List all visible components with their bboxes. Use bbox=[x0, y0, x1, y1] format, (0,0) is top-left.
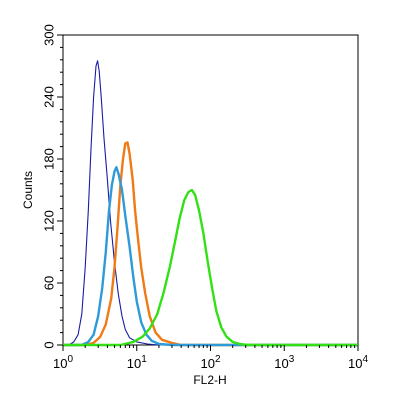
series-line-1 bbox=[63, 60, 358, 346]
y-tick-label: 180 bbox=[41, 148, 56, 170]
y-tick-label: 120 bbox=[41, 210, 56, 232]
y-axis-ticks: 0 60 120 180 240 300 bbox=[41, 24, 63, 349]
x-tick-label: 103 bbox=[274, 354, 294, 371]
x-tick-label: 101 bbox=[127, 354, 147, 371]
y-tick-label: 0 bbox=[41, 341, 56, 348]
y-axis-title: Counts bbox=[21, 171, 35, 209]
series-line-4 bbox=[63, 188, 358, 347]
x-tick-label: 102 bbox=[200, 354, 220, 371]
series-group bbox=[63, 60, 358, 347]
x-axis-title: FL2-H bbox=[193, 373, 226, 387]
series-line-3 bbox=[63, 166, 358, 347]
x-axis-ticks: 100 101 102 103 104 bbox=[53, 345, 368, 371]
y-tick-label: 60 bbox=[41, 276, 56, 290]
plot-area bbox=[62, 34, 359, 346]
series-line-2 bbox=[63, 141, 358, 347]
y-tick-label: 240 bbox=[41, 86, 56, 108]
y-tick-label: 300 bbox=[41, 24, 56, 46]
x-tick-label: 100 bbox=[53, 354, 73, 371]
x-tick-label: 104 bbox=[348, 354, 368, 371]
